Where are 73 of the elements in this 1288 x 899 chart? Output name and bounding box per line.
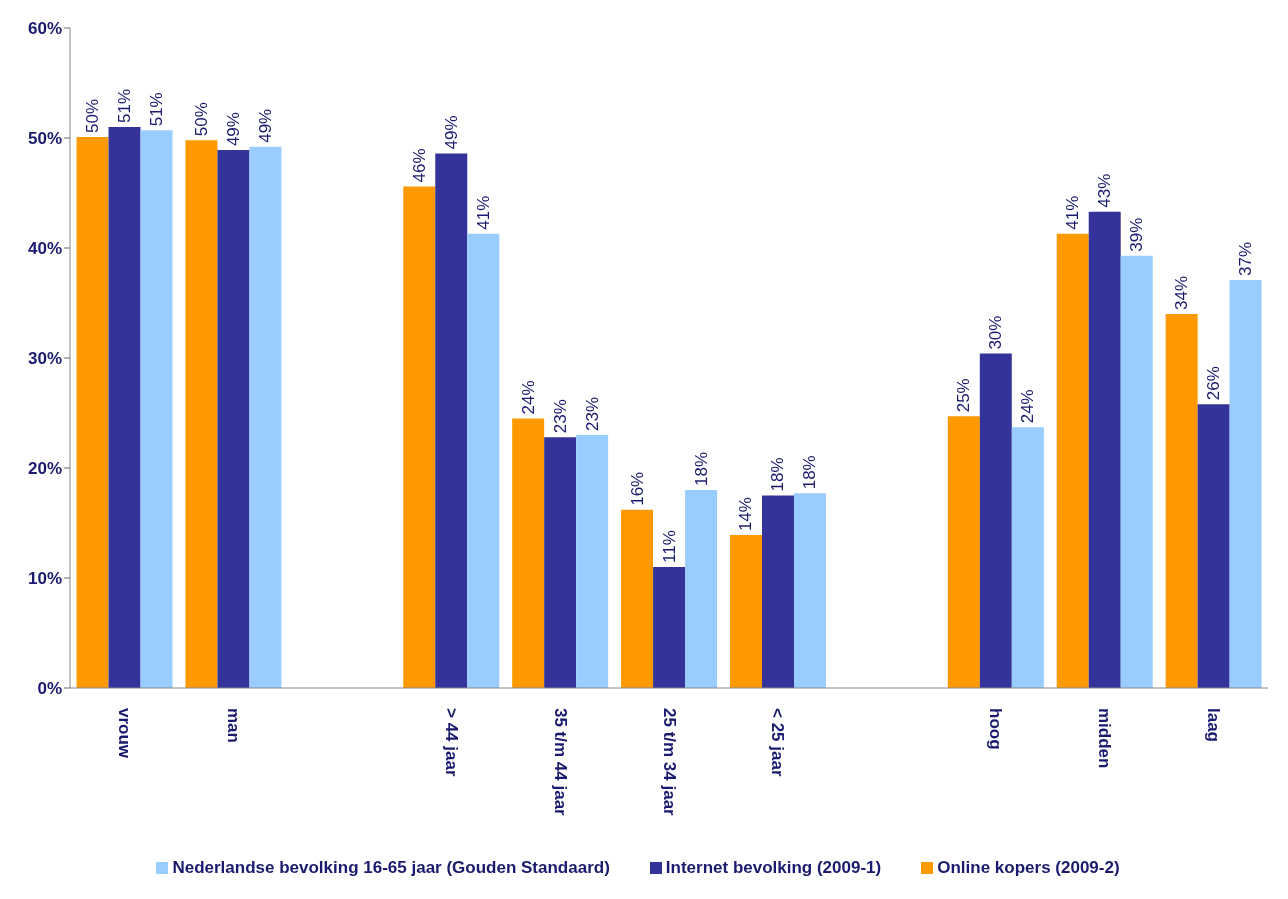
bar — [185, 140, 218, 688]
y-tick-label: 0% — [37, 679, 62, 699]
data-label: 43% — [1095, 173, 1115, 208]
bar — [76, 136, 109, 688]
data-label: 41% — [1063, 195, 1083, 230]
bar — [761, 495, 794, 688]
y-tick-label: 10% — [27, 569, 62, 589]
bar — [576, 435, 609, 688]
data-label: 51% — [115, 88, 135, 123]
x-tick-label: hoog — [986, 708, 1006, 750]
bar — [729, 535, 762, 688]
legend-label: Internet bevolking (2009-1) — [664, 858, 882, 878]
bar — [1229, 279, 1262, 688]
data-label: 18% — [768, 457, 788, 492]
y-tick-label: 20% — [27, 459, 62, 479]
bar — [140, 130, 173, 688]
data-label: 16% — [627, 471, 647, 506]
data-label: 39% — [1127, 217, 1147, 252]
bar — [621, 509, 654, 688]
x-tick-label: midden — [1095, 708, 1115, 769]
data-label: 41% — [473, 195, 493, 230]
bar — [108, 127, 141, 688]
data-label: 30% — [986, 315, 1006, 350]
bar — [467, 233, 500, 688]
data-label: 24% — [518, 380, 538, 415]
data-label: 37% — [1236, 241, 1256, 276]
x-tick-label: 25 t/m 34 jaar — [659, 708, 679, 817]
data-label: 18% — [691, 451, 711, 486]
bar — [249, 146, 282, 688]
bar — [1120, 255, 1153, 688]
bar — [1056, 233, 1089, 688]
data-label: 49% — [255, 108, 275, 143]
data-label: 14% — [736, 497, 756, 532]
y-tick-label: 50% — [27, 129, 62, 149]
bar — [1011, 427, 1044, 688]
bar — [653, 567, 686, 688]
bar — [947, 416, 980, 688]
data-label: 25% — [954, 378, 974, 413]
data-label: 51% — [147, 92, 167, 127]
y-tick-label: 40% — [27, 239, 62, 259]
data-label: 34% — [1172, 275, 1192, 310]
bar — [1197, 404, 1230, 688]
bar — [512, 418, 545, 688]
data-label: 49% — [223, 112, 243, 147]
bar — [217, 150, 250, 688]
data-label: 46% — [409, 148, 429, 183]
data-label: 18% — [800, 455, 820, 490]
y-tick-label: 30% — [27, 349, 62, 369]
bar — [544, 437, 577, 688]
data-label: 49% — [441, 115, 461, 150]
bar — [979, 353, 1012, 688]
bar — [1088, 211, 1121, 688]
x-tick-label: vrouw — [114, 708, 134, 759]
x-tick-label: laag — [1204, 708, 1224, 743]
data-label: 24% — [1018, 389, 1038, 424]
x-tick-label: man — [223, 708, 243, 743]
bar — [793, 493, 826, 688]
data-label: 23% — [550, 399, 570, 434]
bar — [435, 153, 468, 688]
data-label: 23% — [582, 396, 602, 431]
x-tick-label: > 44 jaar — [441, 708, 461, 777]
legend-label: Nederlandse bevolking 16-65 jaar (Gouden Standaard) — [171, 858, 610, 878]
data-label: 26% — [1204, 366, 1224, 401]
data-label: 50% — [191, 102, 211, 137]
bar — [1165, 314, 1198, 688]
x-tick-label: 35 t/m 44 jaar — [550, 708, 570, 817]
data-label: 50% — [83, 98, 103, 133]
bar — [685, 490, 718, 688]
x-tick-label: < 25 jaar — [768, 708, 788, 777]
y-tick-label: 60% — [27, 19, 62, 39]
data-label: 11% — [659, 530, 679, 563]
bar — [403, 186, 436, 688]
legend-label: Online kopers (2009-2) — [936, 858, 1120, 878]
